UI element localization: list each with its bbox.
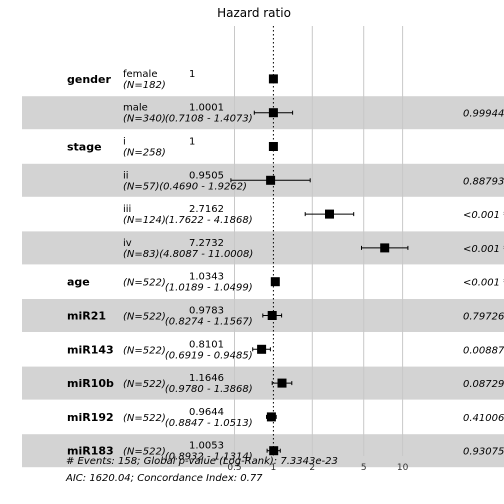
p-value: <0.001 * — [463, 244, 504, 255]
p-value: 0.99944 — [463, 109, 504, 120]
forest-row: ii(N=57) 0.9505(0.4690 - 1.9262) 0.88793 — [123, 170, 504, 192]
tick-label: 1 — [271, 463, 277, 473]
level-label: female — [123, 69, 157, 80]
level-label: iv — [123, 238, 132, 249]
n-label: (N=522) — [123, 379, 166, 390]
hr-value: 1 — [189, 137, 195, 148]
n-label: (N=182) — [123, 80, 166, 91]
variable-label: gender — [67, 73, 112, 86]
forest-row: miR183 (N=522) 1.0053(0.8932 - 1.1314) 0.93… — [67, 441, 504, 463]
hr-marker — [268, 142, 278, 151]
row-content: gender female(N=182)1male(N=340)1.0001(0.… — [67, 69, 504, 463]
tick-label: 5 — [361, 463, 367, 473]
forest-row: miR192 (N=522) 0.9644(0.8847 - 1.0513) 0.41… — [67, 407, 504, 429]
n-label: (N=522) — [123, 447, 166, 458]
tick-label: 2 — [309, 463, 315, 473]
variable-label: miR143 — [67, 343, 114, 356]
row-bands — [22, 96, 504, 468]
hr-value: 0.9783 — [189, 306, 224, 317]
forest-row: miR143 (N=522) 0.8101(0.6919 - 0.9485) 0.00… — [67, 339, 504, 361]
hr-marker — [267, 311, 277, 320]
hr-marker — [268, 74, 278, 84]
ci-text: (0.7108 - 1.4073) — [165, 114, 253, 125]
hr-value: 0.9505 — [189, 170, 224, 181]
n-label: (N=124) — [123, 215, 166, 226]
hr-value: 1.1646 — [189, 373, 224, 384]
ci-text: (0.9780 - 1.3868) — [165, 384, 253, 395]
hr-marker — [257, 344, 267, 354]
tick-label: 0.5 — [227, 463, 241, 473]
ci-text: (0.6919 - 0.9485) — [165, 350, 253, 361]
p-value: 0.93075 — [463, 447, 504, 458]
n-label: (N=57) — [123, 181, 159, 192]
variable-label: miR10b — [67, 377, 114, 390]
ci-text: (1.0189 - 1.0499) — [165, 283, 253, 294]
forest-row: stage i(N=258) 1 — [67, 137, 278, 159]
n-label: (N=522) — [123, 278, 166, 289]
ci-text: (0.4690 - 1.9262) — [159, 181, 247, 192]
p-value: 0.00887 — [463, 345, 504, 356]
forest-row: gender female(N=182) 1 — [67, 69, 278, 91]
n-label: (N=340) — [123, 114, 166, 125]
n-label: (N=522) — [123, 312, 166, 323]
row-band — [22, 434, 504, 468]
forest-row: male(N=340) 1.0001(0.7108 - 1.4073) 0.9994… — [123, 103, 504, 125]
hr-value: 1.0001 — [189, 103, 224, 114]
hr-marker — [268, 108, 278, 118]
forest-row: miR21 (N=522) 0.9783(0.8274 - 1.1567) 0.797… — [67, 306, 504, 328]
level-label: ii — [123, 170, 129, 181]
p-value: 0.88793 — [463, 176, 504, 187]
level-label: i — [123, 137, 126, 148]
hr-value: 1 — [189, 69, 195, 80]
x-axis-ticks: 0.5 1 2 5 10 — [227, 463, 408, 473]
hr-marker — [277, 378, 287, 388]
hr-value: 0.8101 — [189, 339, 224, 350]
p-value: <0.001 * — [463, 210, 504, 221]
forest-row: age (N=522) 1.0343(1.0189 - 1.0499) <0.001 … — [67, 272, 504, 294]
hr-marker — [270, 277, 280, 287]
gridlines — [234, 26, 404, 456]
level-label: iii — [123, 204, 131, 215]
row-band — [22, 366, 504, 400]
tick-label: 10 — [397, 463, 409, 473]
ci-text: (0.8932 - 1.1314) — [165, 452, 253, 463]
hr-value: 1.0343 — [189, 272, 224, 283]
chart-title: Hazard ratio — [217, 6, 291, 20]
ci-text: (1.7622 - 4.1868) — [165, 215, 253, 226]
hr-marker — [269, 446, 279, 456]
p-value: 0.79726 — [463, 312, 504, 323]
variable-label: miR183 — [67, 445, 114, 458]
n-label: (N=522) — [123, 345, 166, 356]
hr-value: 7.2732 — [189, 238, 224, 249]
footnote-events: # Events: 158; Global p-value (Log-Rank)… — [66, 456, 338, 467]
hr-value: 1.0053 — [189, 441, 224, 452]
hr-marker — [266, 412, 276, 422]
p-value: 0.08729 — [463, 379, 504, 390]
hr-value: 2.7162 — [189, 204, 224, 215]
forest-row: miR10b (N=522) 1.1646(0.9780 - 1.3868) 0.08… — [67, 373, 504, 395]
row-band — [22, 231, 504, 265]
p-value: 0.41006 — [463, 413, 504, 424]
variable-label: stage — [67, 141, 102, 154]
hr-marker — [325, 209, 334, 219]
hr-value: 0.9644 — [189, 407, 224, 418]
forest-row: iv(N=83) 7.2732(4.8087 - 11.0008) <0.001 * — [123, 238, 504, 260]
forest-row: iii(N=124) 2.7162(1.7622 - 4.1868) <0.001 … — [123, 204, 504, 226]
hr-marker — [266, 175, 276, 185]
footnote-aic: AIC: 1620.04; Concordance Index: 0.77 — [65, 473, 263, 484]
ci-text: (0.8274 - 1.1567) — [165, 317, 253, 328]
hr-marker — [380, 243, 390, 253]
ci-text: (4.8087 - 11.0008) — [159, 249, 253, 260]
ci-text: (0.8847 - 1.0513) — [165, 418, 253, 429]
n-label: (N=522) — [123, 413, 166, 424]
n-label: (N=258) — [123, 148, 166, 159]
variable-label: age — [67, 276, 90, 289]
level-label: male — [123, 103, 148, 114]
variable-label: miR21 — [67, 310, 106, 323]
variable-label: miR192 — [67, 411, 114, 424]
p-value: <0.001 * — [463, 278, 504, 289]
n-label: (N=83) — [123, 249, 159, 260]
